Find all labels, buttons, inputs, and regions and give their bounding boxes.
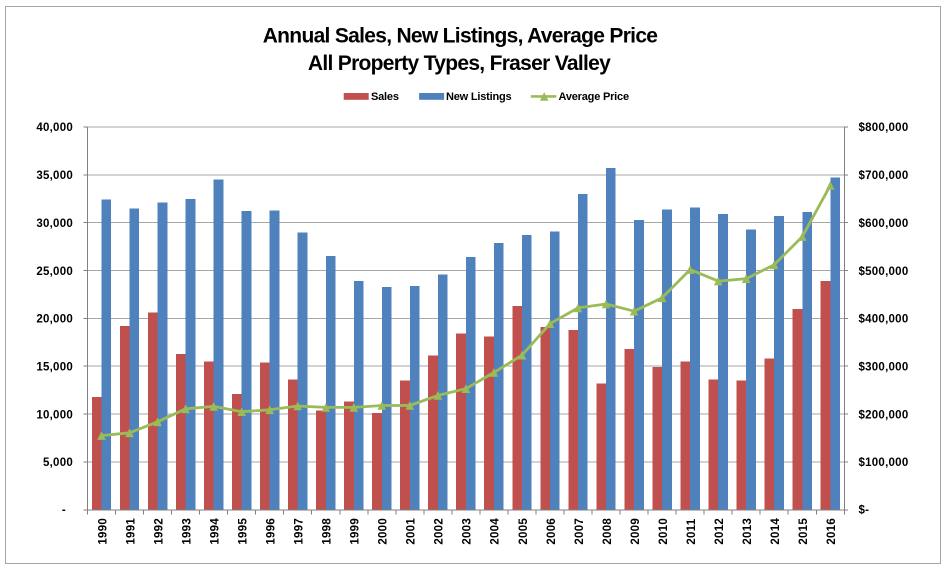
svg-text:2001: 2001 (406, 518, 418, 545)
svg-text:25,000: 25,000 (36, 266, 73, 278)
svg-text:Average Price: Average Price (559, 91, 629, 103)
svg-text:40,000: 40,000 (36, 122, 73, 134)
svg-text:$700,000: $700,000 (859, 170, 909, 182)
svg-text:30,000: 30,000 (36, 218, 73, 230)
svg-text:2006: 2006 (546, 518, 558, 545)
svg-text:2013: 2013 (742, 518, 754, 545)
svg-text:2003: 2003 (462, 518, 474, 545)
svg-text:5,000: 5,000 (43, 457, 73, 469)
svg-text:1991: 1991 (125, 518, 137, 545)
svg-text:New Listings: New Listings (446, 91, 512, 103)
svg-text:1996: 1996 (266, 518, 278, 545)
svg-text:$600,000: $600,000 (859, 218, 909, 230)
svg-text:15,000: 15,000 (36, 361, 73, 373)
svg-text:2002: 2002 (434, 518, 446, 545)
svg-text:2011: 2011 (686, 518, 698, 544)
svg-text:1990: 1990 (97, 518, 109, 545)
svg-text:2010: 2010 (658, 518, 670, 545)
svg-text:2014: 2014 (770, 518, 782, 545)
svg-text:2009: 2009 (630, 518, 642, 545)
svg-text:1999: 1999 (350, 518, 362, 545)
svg-text:$200,000: $200,000 (859, 409, 909, 421)
svg-text:2004: 2004 (490, 518, 502, 545)
svg-text:Annual Sales, New Listings, Av: Annual Sales, New Listings, Average Pric… (263, 24, 658, 47)
svg-text:$500,000: $500,000 (859, 266, 909, 278)
svg-text:1998: 1998 (322, 518, 334, 545)
svg-text:10,000: 10,000 (36, 409, 73, 421)
svg-text:2015: 2015 (798, 518, 810, 545)
svg-text:1997: 1997 (294, 518, 306, 545)
svg-text:Sales: Sales (371, 91, 399, 103)
svg-text:1994: 1994 (209, 518, 221, 545)
svg-text:35,000: 35,000 (36, 170, 73, 182)
svg-text:$300,000: $300,000 (859, 361, 909, 373)
svg-text:$400,000: $400,000 (859, 314, 909, 326)
svg-text:All Property Types, Fraser Val: All Property Types, Fraser Valley (308, 52, 611, 75)
svg-text:1993: 1993 (181, 518, 193, 545)
svg-text:2000: 2000 (378, 518, 390, 545)
svg-text:2007: 2007 (574, 518, 586, 545)
svg-text:20,000: 20,000 (36, 314, 73, 326)
svg-text:2016: 2016 (826, 518, 838, 545)
svg-text:$800,000: $800,000 (859, 122, 909, 134)
svg-text:2008: 2008 (602, 518, 614, 545)
svg-text:1995: 1995 (238, 518, 250, 545)
svg-text:-: - (62, 504, 66, 516)
svg-text:$100,000: $100,000 (859, 457, 909, 469)
svg-text:1992: 1992 (153, 518, 165, 545)
svg-text:2005: 2005 (518, 518, 530, 545)
svg-text:2012: 2012 (714, 518, 726, 545)
svg-text:$-: $- (859, 504, 870, 516)
